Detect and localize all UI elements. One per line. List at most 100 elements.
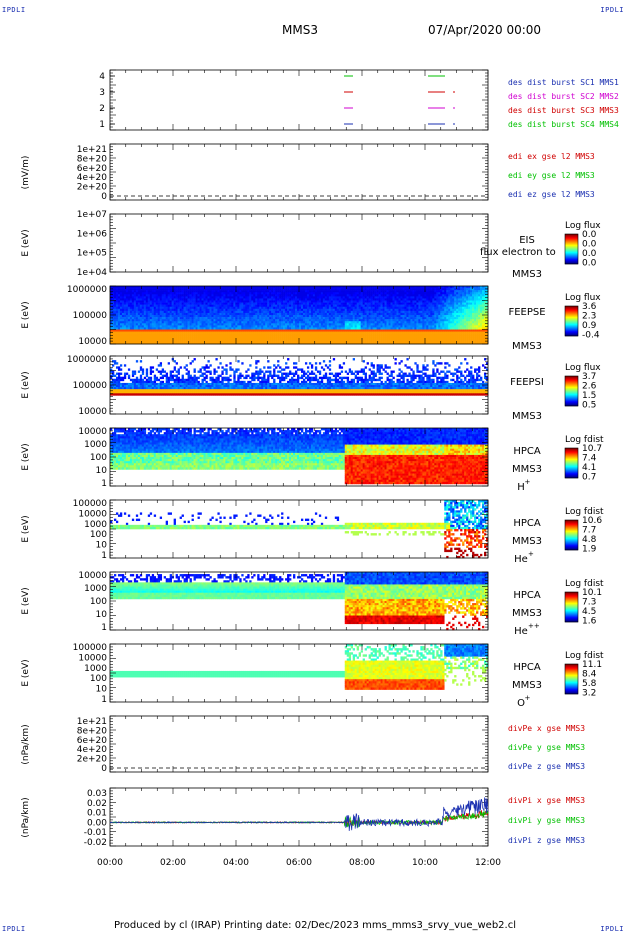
spectrogram-cell	[277, 302, 280, 305]
spectrogram-cell	[135, 304, 139, 308]
spectrogram-cell	[193, 298, 196, 301]
spectrogram-cell	[275, 333, 278, 337]
spectrogram-cell	[320, 312, 324, 316]
spectrogram-cell	[271, 333, 274, 337]
spectrogram-cell	[265, 331, 268, 334]
spectrogram-cell	[368, 341, 371, 345]
spectrogram-cell	[121, 325, 125, 328]
spectrogram-cell	[129, 321, 133, 324]
spectrogram-cell	[366, 315, 369, 318]
spectrogram-cell	[171, 317, 174, 320]
spectrogram-cell	[165, 337, 168, 341]
spectrogram-cell	[239, 304, 242, 308]
spectrogram-cell	[410, 308, 413, 312]
spectrogram-cell	[368, 296, 371, 299]
spectrogram-cell	[414, 325, 417, 328]
spectrogram-cell	[312, 296, 316, 299]
spectrogram-cell	[302, 292, 306, 295]
spectrogram-cell	[297, 294, 300, 297]
spectrogram-cell	[209, 300, 212, 303]
spectrogram-cell	[400, 294, 403, 297]
spectrogram-cell	[173, 304, 176, 308]
spectrogram-cell	[428, 315, 431, 318]
spectrogram-cell	[352, 294, 356, 297]
spectrogram-cell	[414, 306, 417, 310]
spectrogram-cell	[251, 304, 254, 308]
spectrogram-cell	[207, 312, 210, 316]
spectrogram-cell	[428, 331, 431, 334]
spectrogram-cell	[392, 317, 395, 320]
spectrogram-cell	[384, 308, 387, 312]
spectrogram-cell	[285, 333, 288, 337]
spectrogram-cell	[295, 308, 298, 312]
spectrogram-cell	[135, 296, 139, 299]
spectrogram-cell	[314, 329, 318, 332]
spectrogram-cell	[227, 308, 230, 312]
spectrogram-cell	[215, 319, 218, 322]
spectrogram-cell	[287, 310, 290, 314]
spectrogram-cell	[127, 319, 131, 322]
spectrogram-cell	[362, 308, 365, 312]
spectrogram-cell	[163, 341, 167, 345]
spectrogram-cell	[340, 312, 344, 316]
spectrogram-cell	[318, 290, 322, 293]
spectrogram-cell	[179, 312, 182, 316]
spectrogram-cell	[147, 296, 151, 299]
spectrogram-cell	[215, 329, 218, 332]
spectrogram-cell	[360, 302, 363, 305]
spectrogram-cell	[125, 329, 129, 332]
spectrogram-cell	[151, 327, 155, 330]
spectrogram-cell	[285, 296, 288, 299]
spectrogram-cell	[203, 315, 206, 318]
spectrogram-cell	[239, 339, 242, 343]
spectrogram-cell	[310, 290, 314, 293]
spectrogram-cell	[384, 306, 387, 310]
spectrogram-cell	[145, 302, 149, 305]
spectrogram-cell	[137, 337, 141, 341]
spectrogram-cell	[115, 302, 119, 305]
spectrogram-cell	[187, 337, 190, 341]
spectrogram-cell	[430, 308, 433, 312]
spectrogram-cell	[239, 310, 242, 314]
spectrogram-cell	[263, 298, 266, 301]
spectrogram-cell	[320, 286, 324, 289]
spectrogram-cell	[295, 325, 298, 328]
spectrogram-cell	[434, 331, 437, 334]
spectrogram-cell	[193, 294, 196, 297]
spectrogram-cell	[376, 292, 379, 295]
spectrogram-cell	[151, 310, 155, 314]
spectrogram-cell	[293, 292, 296, 295]
spectrogram-cell	[179, 329, 182, 332]
spectrogram-cell	[155, 300, 159, 303]
spectrogram-cell	[203, 333, 206, 337]
spectrogram-cell	[438, 308, 441, 312]
spectrogram-cell	[187, 319, 190, 322]
spectrogram-cell	[342, 331, 346, 334]
spectrogram-cell	[247, 329, 250, 332]
spectrogram-cell	[299, 296, 302, 299]
legend-entry: des dist burst SC1 MMS1	[508, 78, 619, 87]
spectrogram-cell	[318, 323, 322, 326]
spectrogram-cell	[121, 300, 125, 303]
spectrogram-cell	[261, 331, 264, 334]
spectrogram-cell	[283, 300, 286, 303]
spectrogram-cell	[177, 290, 180, 293]
spectrogram-cell	[195, 337, 198, 341]
spectrogram-cell	[203, 304, 206, 308]
spectrogram-cell	[149, 308, 153, 312]
spectrogram-cell	[209, 325, 212, 328]
spectrogram-cell	[372, 321, 375, 324]
spectrogram-cell	[436, 312, 439, 316]
spectrogram-cell	[153, 335, 157, 339]
spectrogram-cell	[370, 327, 373, 330]
spectrogram-cell	[197, 288, 200, 291]
spectrogram-cell	[155, 304, 159, 308]
spectrogram-cell	[316, 337, 320, 341]
spectrogram-cell	[211, 323, 214, 326]
spectrogram-cell	[231, 317, 234, 320]
spectrogram-cell	[436, 331, 439, 334]
spectrogram-cell	[215, 317, 218, 320]
spectrogram-cell	[424, 329, 427, 332]
spectrogram-cell	[380, 317, 383, 320]
spectrogram-cell	[291, 302, 294, 305]
